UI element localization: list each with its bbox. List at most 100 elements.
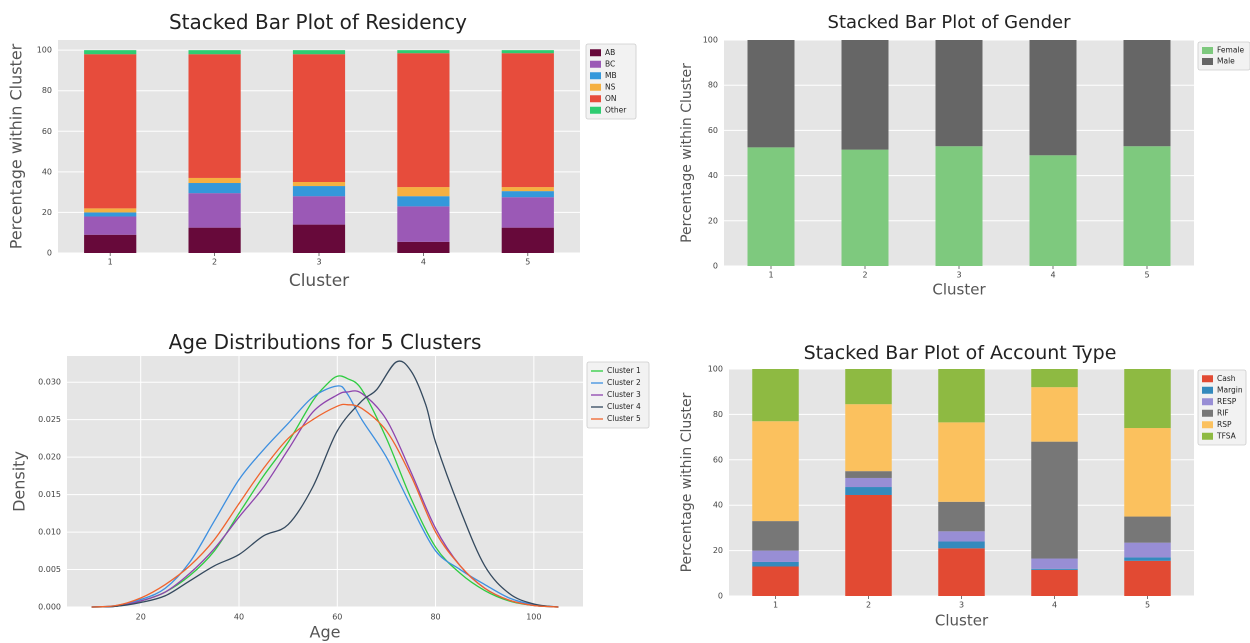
legend-swatch [590,49,601,57]
bar-segment [292,224,346,253]
x-axis-label: Cluster [289,271,349,291]
y-tick-label: 0 [47,249,52,258]
x-tick-label: 1 [108,258,113,267]
density-line [91,403,559,608]
y-tick-label: 0.025 [38,415,61,424]
bar-segment [1124,369,1171,429]
bar-segment [501,227,554,253]
legend-swatch [1202,47,1213,54]
y-tick-label: 80 [713,410,723,419]
bar-segment [845,369,892,405]
bar-segment [188,183,241,194]
x-tick-label: 4 [421,258,426,267]
bar-segment [1124,516,1171,543]
bar-segment [938,531,985,542]
legend-swatch [590,106,601,114]
y-tick-label: 0.030 [38,378,61,387]
y-axis-label: Density [10,451,29,512]
legend-label: RSP [1217,420,1232,429]
bar-segment [841,149,889,266]
bar-segment [752,550,799,562]
bar-segment [752,369,799,422]
bar-segment [397,53,450,188]
y-tick-label: 0.005 [38,565,61,574]
bar-segment [747,147,795,266]
x-tick-label: 4 [1052,601,1057,610]
bar-segment [84,216,137,235]
legend-swatch [590,83,601,91]
x-tick-label: 2 [862,271,867,280]
bar-segment [935,146,983,266]
x-axis-label: Cluster [935,612,989,630]
y-axis-label: Percentage within Cluster [679,392,695,572]
y-tick-label: 100 [703,36,718,45]
x-tick-label: 3 [959,601,964,610]
bar-segment [1123,40,1171,147]
bar-segment [188,227,241,253]
bar-segment [1031,569,1078,596]
legend-label: Female [1217,46,1245,55]
legend-swatch [1202,375,1213,383]
x-axis-label: Age [310,623,341,642]
bar-segment [188,50,241,55]
chart-title: Stacked Bar Plot of Account Type [803,342,1117,364]
y-tick-label: 40 [713,501,723,510]
bar-segment [841,40,889,150]
x-tick-label: 1 [773,601,778,610]
chart-title: Stacked Bar Plot of Residency [168,10,468,34]
bar-segment [938,369,985,423]
bar-segment [292,54,346,183]
y-tick-label: 100 [708,365,723,374]
legend-label: Cluster 5 [607,414,641,423]
legend-swatch [1202,58,1213,65]
y-tick-label: 60 [42,127,52,136]
y-tick-label: 0.015 [38,490,61,499]
bar-segment [292,186,346,197]
x-tick-label: 1 [768,271,773,280]
legend-label: ON [605,94,617,103]
y-axis-label: Percentage within Cluster [7,43,26,249]
legend-label: RESP [1217,397,1237,406]
y-tick-label: 0.010 [38,528,61,537]
legend-label: Cluster 2 [607,378,641,387]
x-tick-label: 80 [430,613,440,622]
legend-box [586,361,650,429]
legend-label: BC [605,59,615,68]
plot-area [67,356,583,607]
bar-segment [84,208,137,213]
bar-segment [188,177,241,184]
legend-label: Margin [1217,385,1243,394]
bar-segment [397,241,450,253]
y-tick-label: 20 [713,546,723,555]
bar-segment [752,566,799,596]
legend-label: Cash [1217,374,1236,383]
bar-segment [938,548,985,596]
x-tick-label: 5 [525,258,530,267]
bar-segment [938,422,985,502]
bar-segment [84,234,137,253]
x-tick-label: 20 [136,613,146,622]
x-tick-label: 3 [956,271,961,280]
y-tick-label: 60 [708,126,718,135]
bar-segment [84,212,137,217]
bar-segment [1029,40,1077,156]
bar-segment [501,197,554,228]
bar-segment [752,521,799,551]
density-line [91,360,559,608]
y-tick-label: 60 [713,455,723,464]
legend-label: MB [605,71,617,80]
bar-segment [397,206,450,242]
bar-segment [84,54,137,209]
bar-segment [397,187,450,197]
bar-segment [1123,146,1171,266]
bar-segment [845,404,892,472]
y-tick-label: 20 [708,216,718,225]
legend-label: TFSA [1216,431,1237,440]
bar-segment [501,53,554,188]
bar-segment [501,191,554,198]
bar-segment [845,477,892,488]
legend-swatch [590,95,601,103]
bar-segment [292,196,346,225]
x-tick-label: 2 [212,258,217,267]
bar-segment [397,50,450,54]
